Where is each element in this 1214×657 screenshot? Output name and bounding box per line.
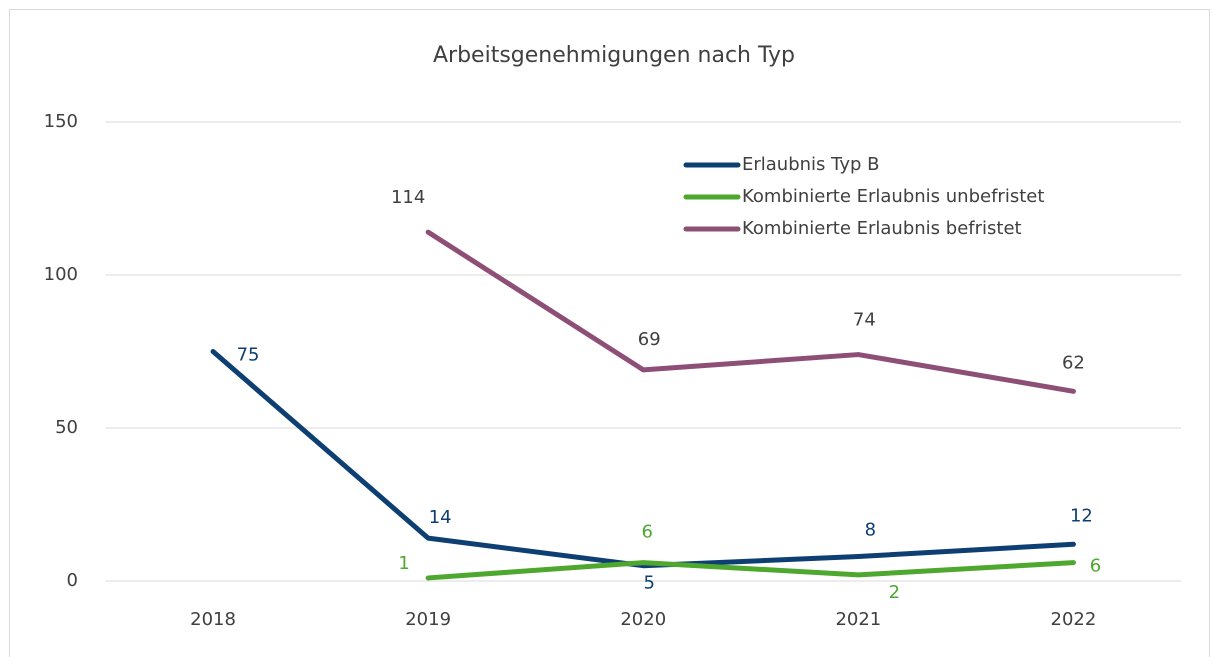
data-label: 74 bbox=[853, 310, 876, 331]
data-label: 114 bbox=[391, 187, 425, 208]
y-tick-label: 50 bbox=[55, 417, 78, 438]
y-tick-label: 0 bbox=[67, 570, 78, 591]
data-label: 14 bbox=[429, 507, 452, 528]
data-label: 6 bbox=[642, 522, 653, 543]
x-tick-label: 2022 bbox=[1051, 609, 1097, 630]
chart-title: Arbeitsgenehmigungen nach Typ bbox=[433, 43, 795, 68]
y-tick-label: 100 bbox=[44, 264, 78, 285]
line-series bbox=[210, 349, 1076, 569]
x-tick-label: 2020 bbox=[620, 609, 666, 630]
x-tick-label: 2019 bbox=[405, 609, 451, 630]
y-tick-label: 150 bbox=[44, 111, 78, 132]
data-label: 69 bbox=[638, 329, 661, 350]
line-series bbox=[425, 229, 1076, 394]
legend-label: Erlaubnis Typ B bbox=[742, 154, 880, 175]
data-label: 75 bbox=[237, 345, 260, 366]
data-label: 62 bbox=[1062, 352, 1085, 373]
data-label: 6 bbox=[1090, 556, 1101, 577]
data-label: 1 bbox=[398, 553, 409, 574]
legend-label: Kombinierte Erlaubnis unbefristet bbox=[742, 186, 1044, 207]
x-tick-label: 2021 bbox=[835, 609, 881, 630]
line-series bbox=[425, 560, 1076, 581]
data-label: 2 bbox=[889, 582, 900, 603]
legend-label: Kombinierte Erlaubnis befristet bbox=[742, 218, 1022, 239]
x-tick-label: 2018 bbox=[190, 609, 236, 630]
data-label: 12 bbox=[1070, 505, 1093, 526]
data-label: 8 bbox=[865, 520, 876, 541]
data-label: 5 bbox=[644, 573, 655, 594]
